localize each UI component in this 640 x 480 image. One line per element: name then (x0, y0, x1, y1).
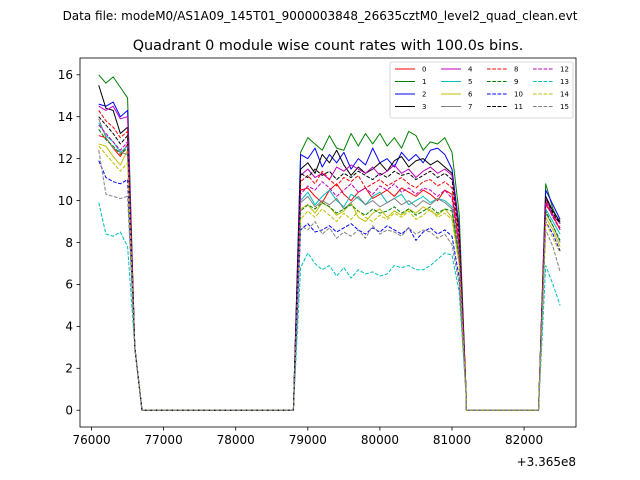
legend-label: 4 (468, 66, 473, 74)
legend-label: 13 (560, 78, 569, 86)
legend-label: 8 (514, 66, 518, 74)
series-line-13 (98, 202, 561, 411)
y-tick-label: 14 (58, 110, 73, 124)
series-line-2 (98, 101, 561, 411)
legend-label: 11 (514, 103, 523, 111)
legend-label: 15 (560, 103, 569, 111)
legend-label: 9 (514, 78, 518, 86)
y-tick-label: 6 (65, 278, 73, 292)
legend-label: 2 (422, 91, 426, 99)
legend-label: 0 (422, 66, 426, 74)
y-tick-label: 4 (65, 320, 73, 334)
legend-label: 7 (468, 103, 472, 111)
series-line-10 (98, 160, 561, 411)
y-tick-label: 0 (65, 404, 73, 418)
series-line-4 (98, 105, 561, 411)
x-tick-label: 77000 (145, 433, 183, 447)
x-tick-label: 79000 (289, 433, 327, 447)
legend-label: 12 (560, 66, 569, 74)
series-line-11 (98, 116, 561, 411)
legend-label: 10 (514, 91, 523, 99)
legend-label: 14 (560, 91, 569, 99)
series-line-15 (98, 150, 561, 411)
y-tick-label: 8 (65, 236, 73, 250)
legend-label: 5 (468, 78, 472, 86)
chart-suptitle: Data file: modeM0/AS1A09_145T01_90000038… (63, 9, 578, 23)
x-tick-label: 81000 (433, 433, 471, 447)
series-layer (98, 74, 561, 411)
legend-label: 3 (422, 103, 426, 111)
y-tick-label: 16 (58, 68, 73, 82)
y-tick-label: 2 (65, 362, 73, 376)
x-tick-label: 78000 (217, 433, 255, 447)
series-line-1 (98, 74, 561, 411)
series-line-12 (98, 124, 561, 411)
x-tick-label: 82000 (505, 433, 543, 447)
x-tick-label: 76000 (72, 433, 110, 447)
y-tick-label: 12 (58, 152, 73, 166)
series-line-0 (98, 135, 561, 411)
axes-frame (79, 57, 577, 428)
ticks-layer: 76000 77000 78000 79000 80000 81000 82000 0 2 4 6 8… (58, 68, 543, 447)
legend-label: 1 (422, 78, 426, 86)
series-line-6 (98, 143, 561, 411)
legend-label: 6 (468, 91, 473, 99)
series-line-14 (98, 145, 561, 411)
legend-box (389, 61, 574, 119)
chart-title: Quadrant 0 module wise count rates with … (133, 38, 524, 54)
series-line-5 (98, 122, 561, 411)
series-line-3 (98, 85, 561, 411)
series-line-9 (98, 128, 561, 411)
x-tick-label: 80000 (361, 433, 399, 447)
y-tick-label: 10 (58, 194, 73, 208)
x-offset-label: +3.365e8 (517, 455, 576, 469)
